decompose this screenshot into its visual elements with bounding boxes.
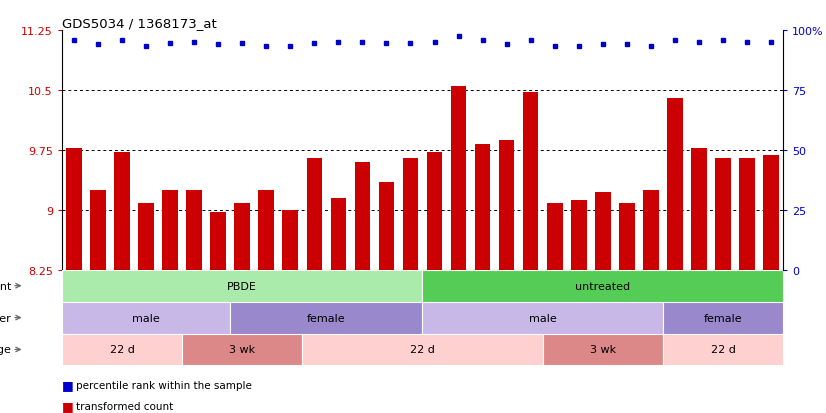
Bar <box>643 190 658 270</box>
Bar <box>378 183 394 270</box>
Text: gender: gender <box>0 313 12 323</box>
Bar <box>62 302 230 334</box>
Bar <box>739 159 755 270</box>
Bar <box>62 334 182 366</box>
Text: 22 d: 22 d <box>110 344 135 355</box>
Bar <box>663 334 783 366</box>
Bar <box>427 153 443 270</box>
Bar <box>571 201 586 270</box>
Bar <box>330 198 346 270</box>
Bar <box>663 302 783 334</box>
Bar <box>499 141 515 270</box>
Bar <box>451 87 467 270</box>
Text: 3 wk: 3 wk <box>229 344 255 355</box>
Bar <box>763 156 779 270</box>
Bar <box>354 162 370 270</box>
Bar <box>187 190 202 270</box>
Bar <box>182 334 302 366</box>
Text: male: male <box>132 313 160 323</box>
Text: untreated: untreated <box>575 281 630 291</box>
Text: 3 wk: 3 wk <box>590 344 616 355</box>
Bar <box>282 210 298 270</box>
Text: agent: agent <box>0 281 12 291</box>
Text: age: age <box>0 344 12 355</box>
Bar <box>162 190 178 270</box>
Bar <box>619 204 634 270</box>
Bar <box>523 93 539 270</box>
Text: female: female <box>307 313 345 323</box>
Bar <box>543 334 663 366</box>
Bar <box>66 148 82 270</box>
Text: ■: ■ <box>62 378 74 392</box>
Bar <box>547 204 563 270</box>
Bar <box>667 99 683 270</box>
Bar <box>138 204 154 270</box>
Bar <box>691 148 707 270</box>
Bar <box>90 190 106 270</box>
Text: male: male <box>529 313 557 323</box>
Bar <box>715 159 731 270</box>
Bar <box>475 145 491 270</box>
Bar <box>62 270 422 302</box>
Text: percentile rank within the sample: percentile rank within the sample <box>76 380 252 390</box>
Bar <box>423 270 783 302</box>
Bar <box>423 302 663 334</box>
Text: female: female <box>704 313 743 323</box>
Bar <box>402 159 418 270</box>
Bar <box>595 193 610 270</box>
Bar <box>302 334 543 366</box>
Text: 22 d: 22 d <box>710 344 735 355</box>
Bar <box>306 159 322 270</box>
Text: PBDE: PBDE <box>227 281 257 291</box>
Bar <box>235 204 250 270</box>
Text: 22 d: 22 d <box>410 344 435 355</box>
Bar <box>230 302 423 334</box>
Text: transformed count: transformed count <box>76 401 173 411</box>
Bar <box>211 213 226 270</box>
Bar <box>259 190 274 270</box>
Text: ■: ■ <box>62 399 74 412</box>
Bar <box>114 153 130 270</box>
Text: GDS5034 / 1368173_at: GDS5034 / 1368173_at <box>62 17 216 30</box>
